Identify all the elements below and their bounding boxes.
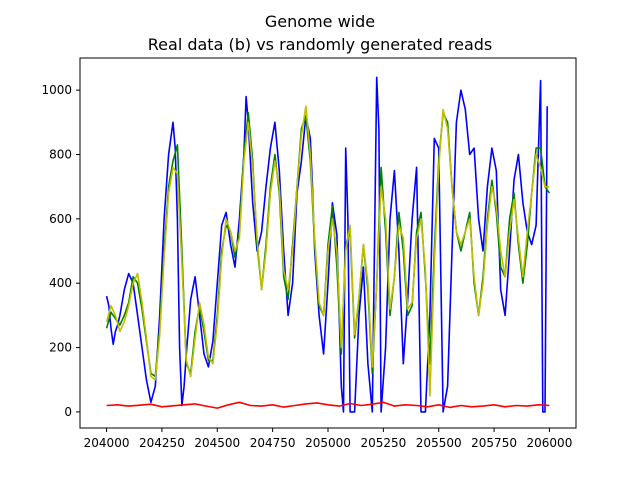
series-line-4	[106, 401, 550, 409]
series-line-1	[105, 76, 548, 413]
y-tick-label: 0	[64, 405, 72, 419]
x-tick-label: 206000	[527, 436, 573, 450]
x-axis: 204000 204250 204500 204750 205000 205250 2055…	[84, 428, 573, 450]
y-axis: 0 200 400 600 800 1000	[41, 83, 80, 419]
series-line-3	[105, 105, 550, 397]
x-tick-label: 204750	[250, 436, 296, 450]
series-layer	[105, 76, 551, 413]
x-tick-label: 205500	[416, 436, 462, 450]
chart-title-line-2: Real data (b) vs randomly generated read…	[148, 35, 492, 54]
x-tick-label: 205000	[305, 436, 351, 450]
y-tick-label: 800	[49, 148, 72, 162]
y-tick-label: 600	[49, 212, 72, 226]
x-tick-label: 204500	[194, 436, 240, 450]
y-tick-label: 400	[49, 276, 72, 290]
y-tick-label: 1000	[41, 83, 72, 97]
x-tick-label: 205250	[360, 436, 406, 450]
x-tick-label: 205750	[471, 436, 517, 450]
x-tick-label: 204000	[84, 436, 130, 450]
y-tick-label: 200	[49, 341, 72, 355]
x-tick-label: 204250	[139, 436, 185, 450]
chart-title-line-1: Genome wide	[265, 12, 375, 31]
